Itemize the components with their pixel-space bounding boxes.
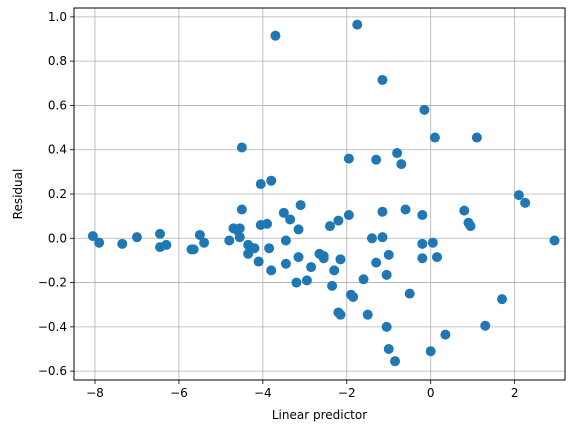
data-point <box>343 210 354 221</box>
data-point <box>236 142 247 153</box>
y-tick-label: 0.8 <box>48 54 67 68</box>
data-point <box>224 235 235 246</box>
data-point <box>234 232 245 243</box>
data-point <box>348 291 359 302</box>
y-tick-label: −0.4 <box>38 320 67 334</box>
data-point <box>377 232 388 243</box>
data-point <box>280 258 291 269</box>
x-tick-label: 0 <box>427 386 435 400</box>
data-point <box>362 309 373 320</box>
data-point <box>266 175 277 186</box>
data-point <box>377 206 388 217</box>
data-point <box>278 207 289 218</box>
data-point <box>419 104 430 115</box>
data-point <box>293 252 304 263</box>
y-tick-label: −0.2 <box>38 276 67 290</box>
y-tick-label: 0.0 <box>48 231 67 245</box>
x-tick-label: −8 <box>86 386 104 400</box>
grid-lines <box>74 8 565 380</box>
data-point <box>155 228 166 239</box>
data-point <box>381 321 392 332</box>
data-point <box>324 221 335 232</box>
y-tick-label: 0.6 <box>48 98 67 112</box>
data-point <box>417 238 428 249</box>
data-point <box>335 309 346 320</box>
data-point <box>318 253 329 264</box>
data-point <box>425 346 436 357</box>
data-point <box>255 179 266 190</box>
data-point <box>306 262 317 273</box>
data-point <box>329 265 340 276</box>
y-tick-label: 1.0 <box>48 10 67 24</box>
y-axis-label: Residual <box>11 169 25 220</box>
data-point <box>480 320 491 331</box>
data-point <box>262 218 273 229</box>
data-point <box>520 197 531 208</box>
data-point <box>280 235 291 246</box>
data-point <box>188 244 199 255</box>
data-point <box>194 229 205 240</box>
data-point <box>366 233 377 244</box>
data-point <box>471 132 482 143</box>
data-point <box>301 275 312 286</box>
data-point <box>352 19 363 30</box>
data-point <box>497 294 508 305</box>
x-axis-label: Linear predictor <box>272 408 367 422</box>
data-point <box>465 221 476 232</box>
x-tick-label: 2 <box>511 386 519 400</box>
data-point <box>94 237 105 248</box>
data-point <box>371 154 382 165</box>
data-point <box>392 148 403 159</box>
data-point <box>343 153 354 164</box>
data-point <box>249 243 260 254</box>
data-point <box>270 30 281 41</box>
y-axis-ticks: −0.6 −0.4 −0.2 0.0 0.2 0.4 0.6 0.8 1.0 <box>38 10 74 378</box>
data-point <box>285 214 296 225</box>
x-tick-label: −4 <box>254 386 272 400</box>
data-point <box>377 74 388 85</box>
data-point <box>264 243 275 254</box>
data-point <box>253 256 264 267</box>
data-point <box>87 231 98 242</box>
data-point <box>432 252 443 263</box>
data-point <box>333 215 344 226</box>
data-point <box>400 204 411 215</box>
data-point <box>417 210 428 221</box>
data-point <box>459 205 470 216</box>
data-point <box>295 200 306 211</box>
data-point <box>440 329 451 340</box>
data-point <box>335 254 346 265</box>
data-point <box>161 239 172 250</box>
data-point <box>404 288 415 299</box>
data-point <box>236 204 247 215</box>
data-point <box>390 356 401 367</box>
data-point <box>266 265 277 276</box>
data-point <box>429 132 440 143</box>
data-point <box>117 238 128 249</box>
x-tick-label: −6 <box>170 386 188 400</box>
y-tick-label: −0.6 <box>38 364 67 378</box>
data-point <box>427 237 438 248</box>
x-tick-label: −2 <box>338 386 356 400</box>
data-point <box>234 223 245 234</box>
data-point <box>358 274 369 285</box>
data-point <box>293 224 304 235</box>
data-point <box>513 190 524 201</box>
data-point <box>396 159 407 170</box>
data-point <box>291 277 302 288</box>
data-point <box>549 235 560 246</box>
data-point <box>417 253 428 264</box>
data-point <box>327 280 338 291</box>
data-point <box>381 269 392 280</box>
x-axis-ticks: −8 −6 −4 −2 0 2 <box>86 380 518 400</box>
data-point <box>383 344 394 354</box>
data-points <box>87 19 560 367</box>
y-tick-label: 0.2 <box>48 187 67 201</box>
y-tick-label: 0.4 <box>48 143 67 157</box>
data-point <box>383 249 394 260</box>
data-point <box>131 232 142 243</box>
data-point <box>199 237 210 248</box>
data-point <box>371 257 382 268</box>
